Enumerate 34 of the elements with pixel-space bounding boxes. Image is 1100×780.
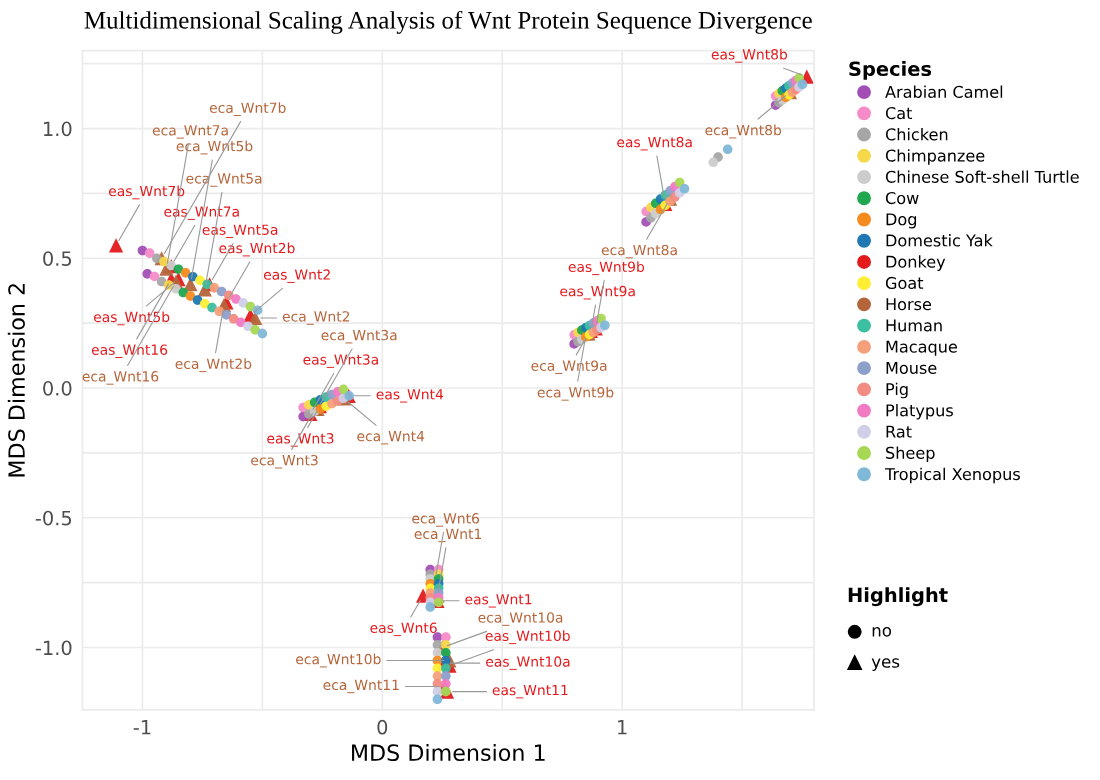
legend-label: Donkey xyxy=(886,255,946,271)
legend-label: Tropical Xenopus xyxy=(884,467,1020,484)
legend-label: Goat xyxy=(885,276,924,290)
x-axis-title: MDS Dimension 1 xyxy=(352,743,545,762)
legend-label: Cow xyxy=(885,191,919,205)
legend-label: Human xyxy=(886,319,942,332)
y-axis-title: MDS Dimension 2 xyxy=(7,284,25,477)
legend-label: Chicken xyxy=(885,127,948,141)
legend-label: Chinese Soft-shell Turtle xyxy=(885,170,1079,183)
legend-label: Sheep xyxy=(886,446,935,463)
legend-label: Arabian Camel xyxy=(885,85,1003,98)
legend-label: Pig xyxy=(886,382,908,399)
y-tick-label: -0.5 xyxy=(35,510,72,526)
y-tick-label: 1.0 xyxy=(43,121,72,137)
legend-label: Cat xyxy=(885,107,913,120)
legend-label: Chimpanzee xyxy=(885,149,985,165)
x-tick-label: 1 xyxy=(618,720,627,735)
y-tick-label: 0.0 xyxy=(43,380,72,396)
x-tick-label: 0 xyxy=(377,719,388,735)
legend-label: Horse xyxy=(886,298,932,311)
text: no xyxy=(872,627,892,637)
legend-label: Macaque xyxy=(886,340,957,356)
legend-label: Mouse xyxy=(886,362,937,374)
legend-label: Rat xyxy=(886,425,912,438)
y-tick-label: 0.5 xyxy=(43,251,72,266)
x-tick-label: -1 xyxy=(133,720,151,735)
y-tick-label: -1.0 xyxy=(35,640,72,656)
chart-title: Multidimensional Scaling Analysis of Wnt Protein Sequence Divergence xyxy=(84,10,812,34)
legend-label: Dog xyxy=(886,213,917,229)
text: yes xyxy=(871,658,900,672)
legend-label: Domestic Yak xyxy=(886,234,993,247)
text: Highlight xyxy=(848,587,948,607)
legend-label: Platypus xyxy=(886,403,953,420)
legend-title: Species xyxy=(849,61,932,80)
